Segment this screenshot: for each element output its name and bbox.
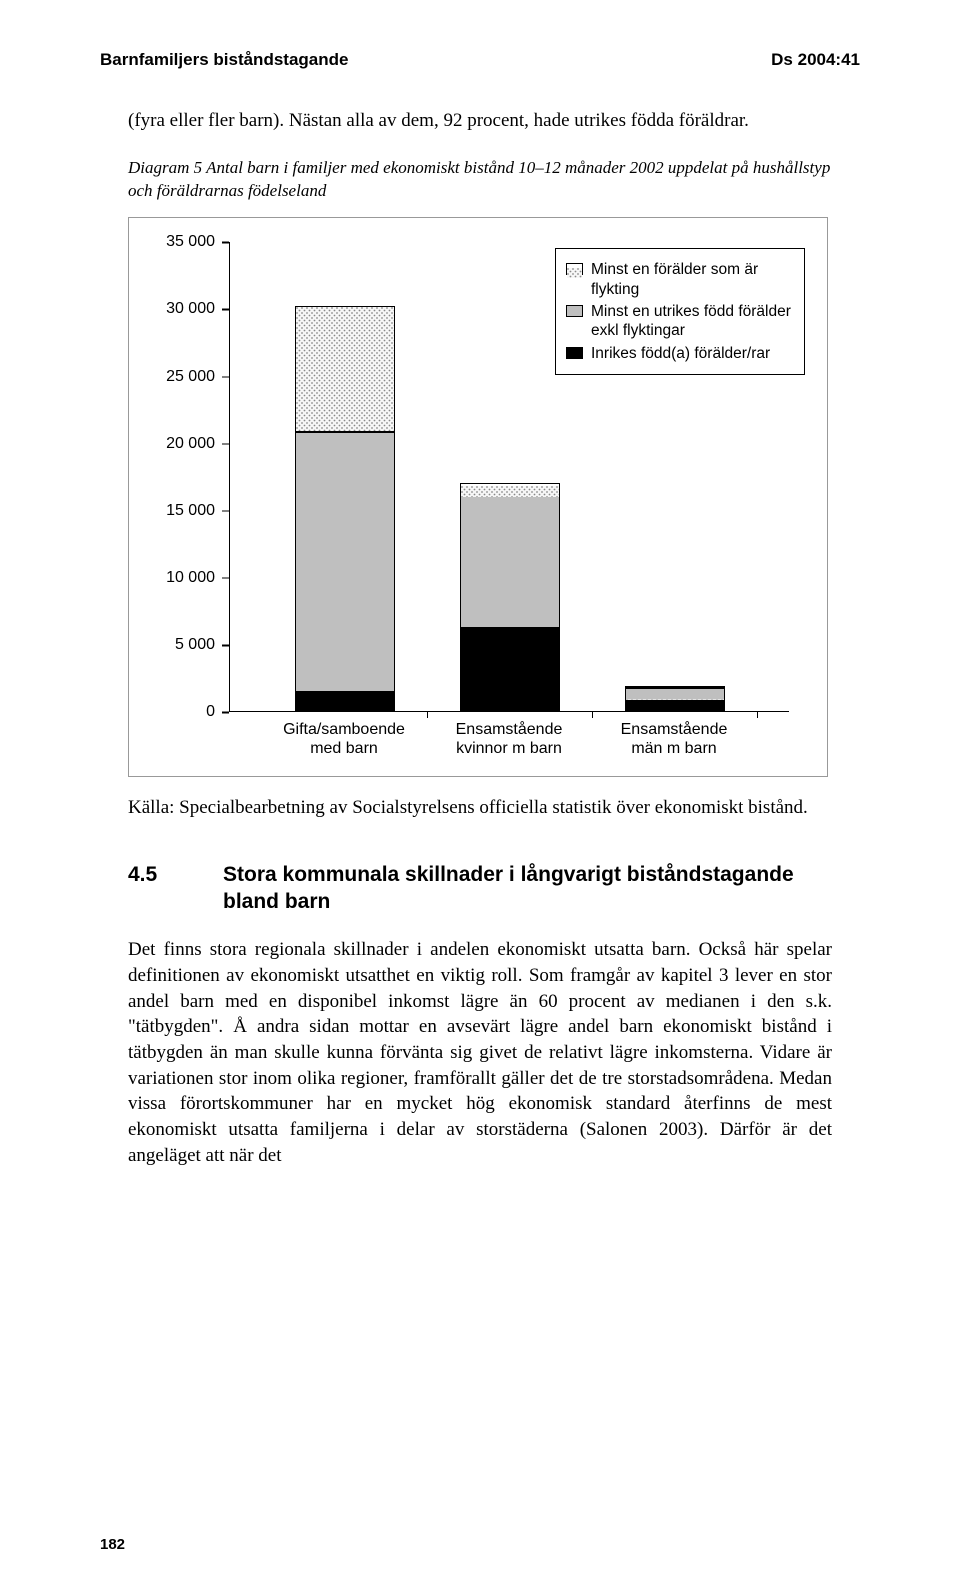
section-number: 4.5 xyxy=(128,861,223,916)
x-tick xyxy=(427,712,429,718)
page-number: 182 xyxy=(100,1536,125,1553)
y-tick xyxy=(222,510,229,512)
intro-paragraph: (fyra eller fler barn). Nästan alla av d… xyxy=(100,108,860,134)
y-axis-label: 30 000 xyxy=(129,300,215,318)
x-axis-label: Gifta/samboendemed barn xyxy=(259,720,429,758)
x-axis-label: Ensamståendekvinnor m barn xyxy=(424,720,594,758)
y-axis-label: 0 xyxy=(129,703,215,721)
legend-swatch xyxy=(566,347,583,359)
legend-label: Minst en utrikes född förälder exkl flyk… xyxy=(591,302,794,341)
x-tick xyxy=(592,712,594,718)
y-tick xyxy=(222,376,229,378)
bar-segment xyxy=(460,628,560,711)
body-paragraph: Det finns stora regionala skillnader i a… xyxy=(100,937,860,1168)
legend-item: Minst en utrikes född förälder exkl flyk… xyxy=(566,302,794,341)
x-tick xyxy=(757,712,759,718)
header-right: Ds 2004:41 xyxy=(771,50,860,70)
source-note: Källa: Specialbearbetning av Socialstyre… xyxy=(100,795,860,821)
header-left: Barnfamiljers biståndstagande xyxy=(100,50,348,70)
y-axis-label: 10 000 xyxy=(129,569,215,587)
y-axis-label: 5 000 xyxy=(129,636,215,654)
y-tick xyxy=(222,712,229,714)
y-tick xyxy=(222,645,229,647)
bar-segment xyxy=(295,306,395,432)
y-tick xyxy=(222,443,229,445)
bar-segment xyxy=(460,496,560,628)
legend-label: Inrikes född(a) förälder/rar xyxy=(591,344,794,363)
section-title: Stora kommunala skillnader i långvarigt … xyxy=(223,861,832,916)
bar-segment xyxy=(625,686,725,689)
legend-swatch xyxy=(566,263,583,275)
figure-caption: Diagram 5 Antal barn i familjer med ekon… xyxy=(100,156,860,204)
bar-segment xyxy=(295,692,395,711)
y-tick xyxy=(222,577,229,579)
bar-segment xyxy=(295,432,395,693)
bar-segment xyxy=(460,483,560,496)
bar-chart: 0 5 000 10 000 15 000 20 000 25 000 30 000 35 0… xyxy=(128,217,828,777)
running-header: Barnfamiljers biståndstagande Ds 2004:41 xyxy=(100,50,860,70)
legend: Minst en förälder som är flyktingMinst e… xyxy=(555,248,805,375)
y-axis-label: 25 000 xyxy=(129,368,215,386)
legend-swatch xyxy=(566,305,583,317)
legend-item: Minst en förälder som är flykting xyxy=(566,260,794,299)
y-tick xyxy=(222,242,229,244)
y-axis-label: 20 000 xyxy=(129,435,215,453)
x-axis-label: Ensamståendemän m barn xyxy=(589,720,759,758)
y-tick xyxy=(222,309,229,311)
legend-item: Inrikes född(a) förälder/rar xyxy=(566,344,794,363)
y-axis-label: 35 000 xyxy=(129,233,215,251)
y-axis-label: 15 000 xyxy=(129,502,215,520)
bar-segment xyxy=(625,701,725,712)
legend-label: Minst en förälder som är flykting xyxy=(591,260,794,299)
section-heading: 4.5 Stora kommunala skillnader i långvar… xyxy=(100,861,860,916)
